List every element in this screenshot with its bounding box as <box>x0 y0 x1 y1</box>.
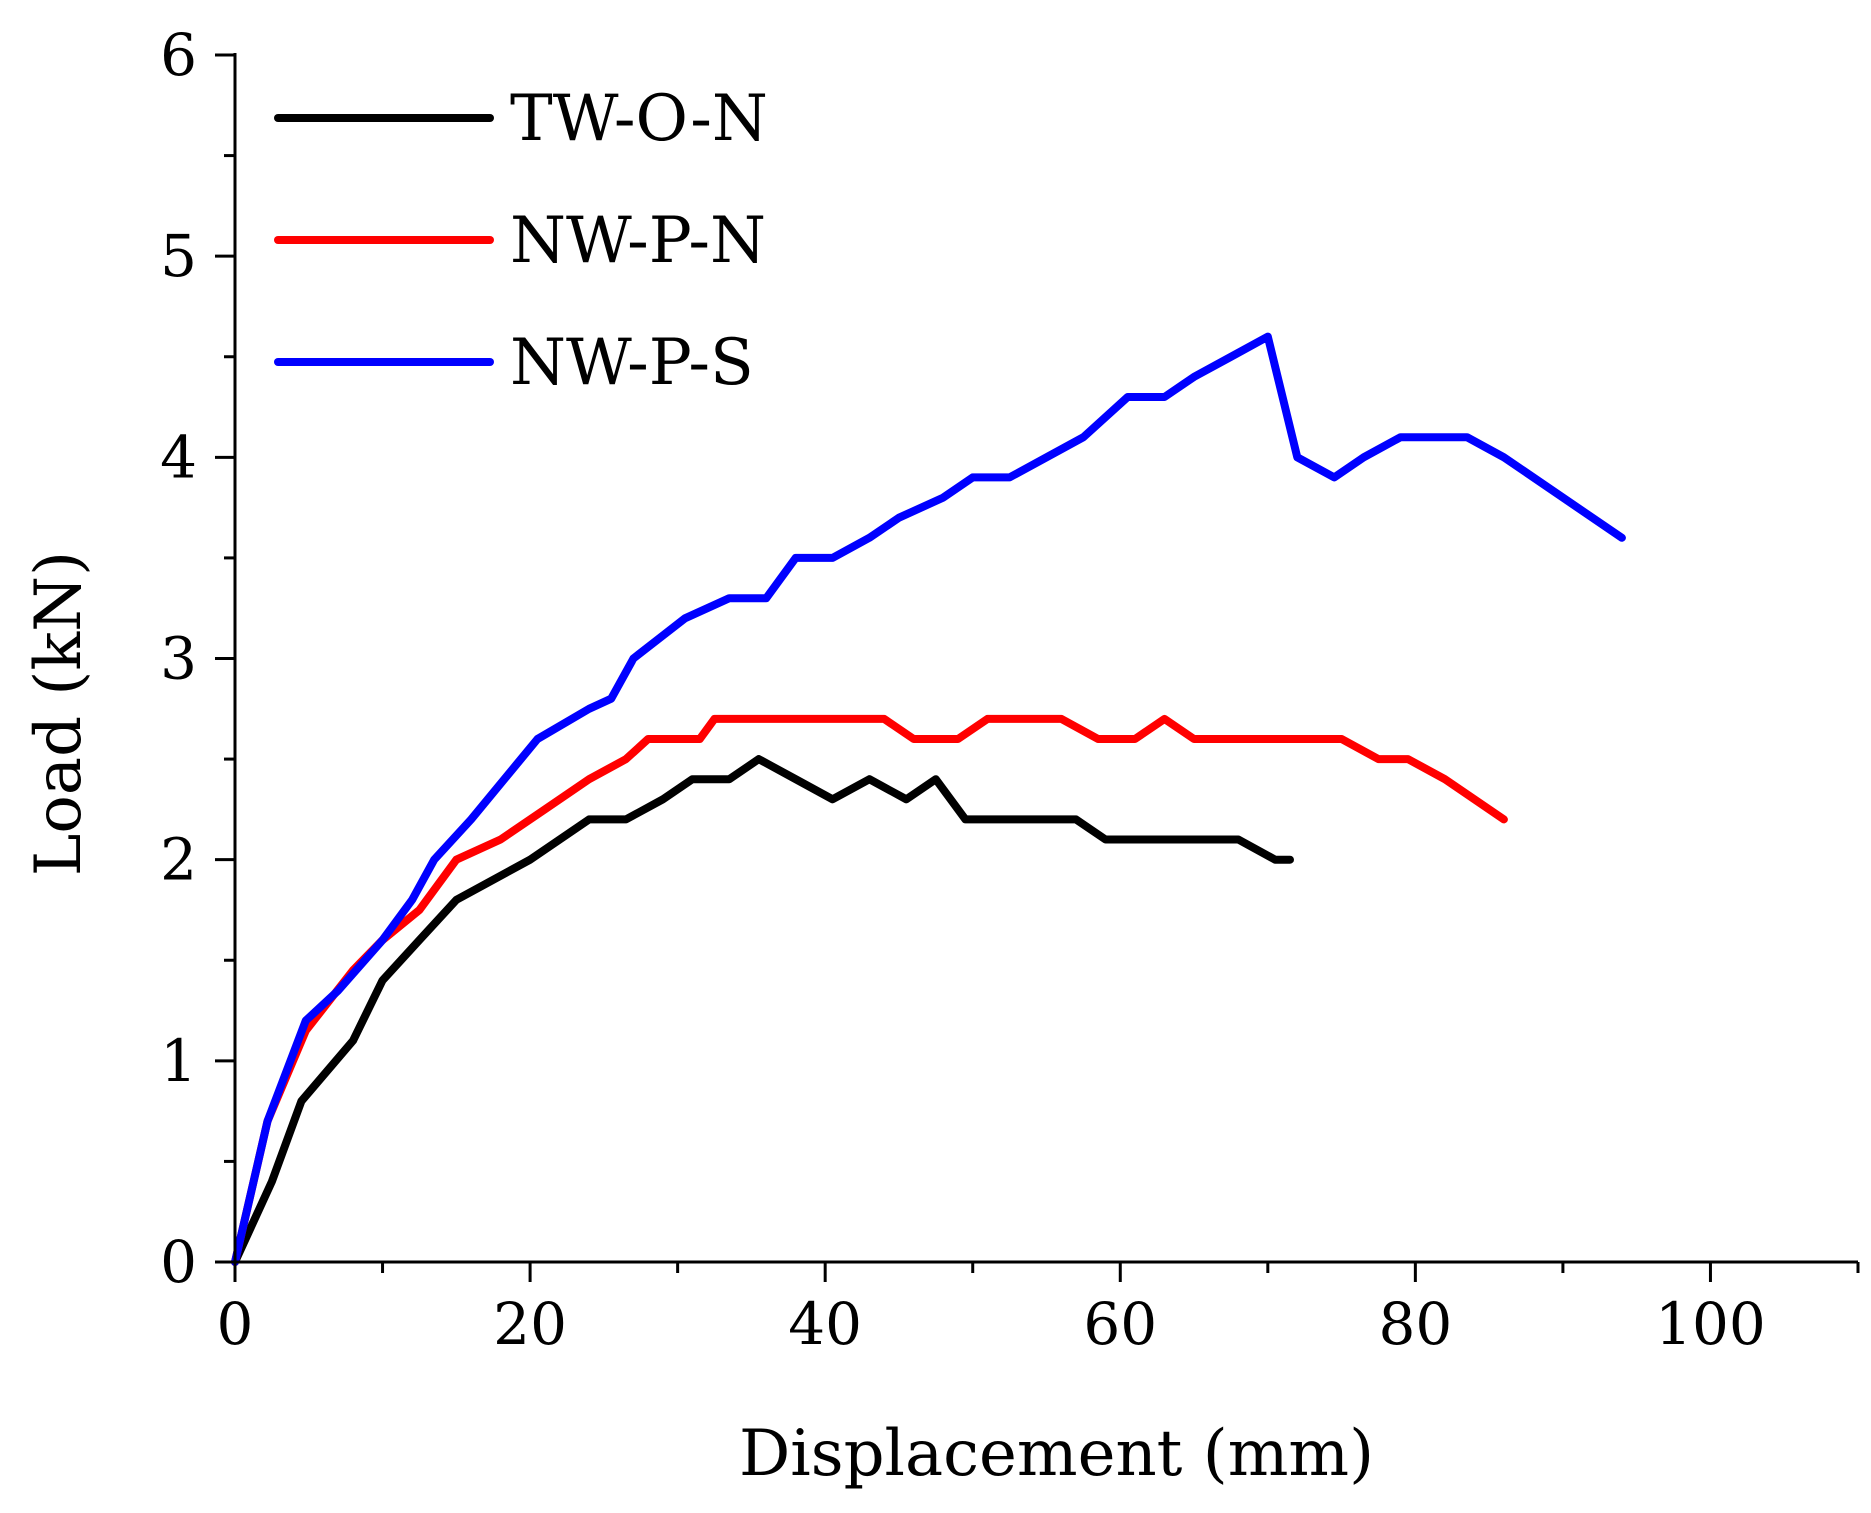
y-tick-label: 5 <box>160 222 197 290</box>
y-ticks: 0 1 2 3 4 5 6 <box>160 21 235 1296</box>
legend-label-tw-o-n: TW-O-N <box>510 82 768 156</box>
x-tick-label: 60 <box>1083 1290 1157 1358</box>
x-tick-label: 0 <box>217 1290 254 1358</box>
axes: 0 20 40 60 80 100 0 1 2 3 4 5 6 <box>160 21 1860 1358</box>
legend-label-nw-p-n: NW-P-N <box>510 204 766 278</box>
y-tick-label: 4 <box>160 423 197 491</box>
y-axis-title: Load (kN) <box>22 551 96 876</box>
series-line-nw-p-n <box>231 714 1508 1266</box>
series-line-nw-p-s <box>231 332 1626 1266</box>
legend: TW-O-N NW-P-N NW-P-S <box>274 82 768 400</box>
y-tick-label: 1 <box>160 1027 197 1095</box>
y-tick-label: 0 <box>160 1228 197 1296</box>
y-tick-label: 6 <box>160 21 197 89</box>
series-line-tw-o-n <box>231 755 1294 1266</box>
x-tick-label: 40 <box>788 1290 862 1358</box>
plot-series <box>231 332 1626 1266</box>
y-tick-label: 2 <box>160 826 197 894</box>
y-tick-label: 3 <box>160 625 197 693</box>
legend-label-nw-p-s: NW-P-S <box>510 326 754 400</box>
x-tick-label: 80 <box>1378 1290 1452 1358</box>
x-axis-title: Displacement (mm) <box>739 1417 1374 1491</box>
x-tick-label: 20 <box>493 1290 567 1358</box>
x-tick-label: 100 <box>1655 1290 1766 1358</box>
x-ticks: 0 20 40 60 80 100 <box>217 1262 1860 1358</box>
